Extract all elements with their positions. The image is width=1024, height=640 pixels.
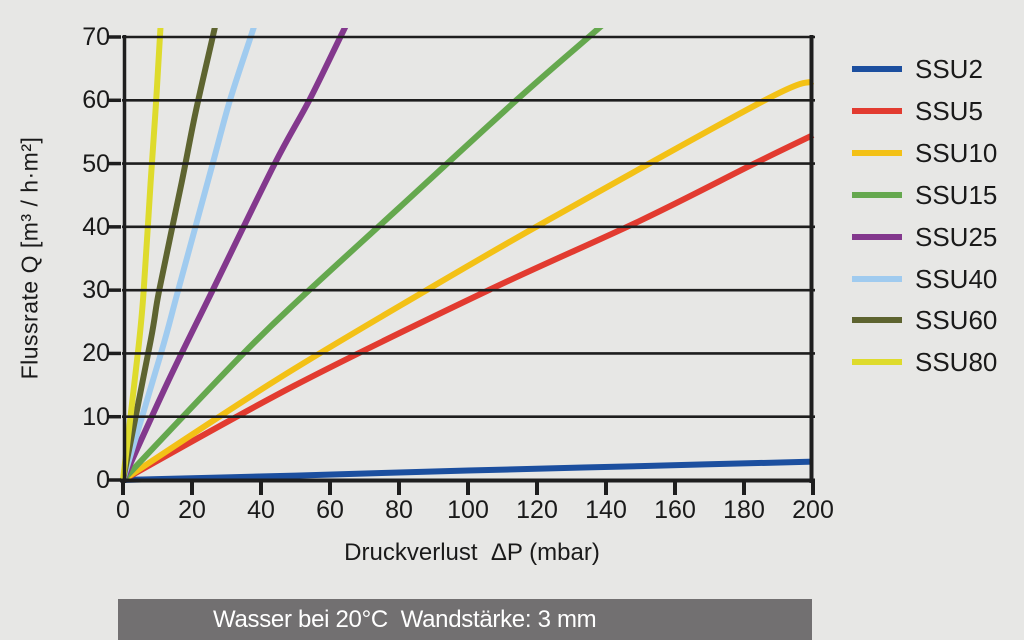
caption-bar: Wasser bei 20°C Wandstärke: 3 mm bbox=[118, 599, 812, 640]
legend-label-ssu40: SSU40 bbox=[915, 263, 998, 294]
legend-item-ssu10: SSU10 bbox=[852, 132, 1022, 174]
legend-item-ssu25: SSU25 bbox=[852, 216, 1022, 258]
legend-swatch-ssu2 bbox=[852, 66, 902, 72]
legend-label-ssu15: SSU15 bbox=[915, 179, 998, 210]
y-tick-label-10: 10 bbox=[82, 402, 110, 431]
legend-swatch-ssu5 bbox=[852, 107, 902, 114]
legend-item-ssu80: SSU80 bbox=[852, 341, 1022, 383]
legend-label-ssu2: SSU2 bbox=[915, 54, 983, 84]
legend-label-ssu5: SSU5 bbox=[915, 95, 983, 126]
y-tick-label-40: 40 bbox=[82, 212, 110, 241]
y-tick-label-0: 0 bbox=[96, 466, 110, 494]
legend-label-ssu80: SSU80 bbox=[915, 347, 998, 378]
series-line-ssu80 bbox=[120, 28, 164, 481]
series-line-ssu25 bbox=[120, 28, 349, 482]
legend-item-ssu40: SSU40 bbox=[852, 258, 1022, 300]
series-line-ssu10 bbox=[121, 78, 815, 483]
x-tick-label-60: 60 bbox=[316, 496, 344, 524]
y-tick-label-20: 20 bbox=[82, 339, 110, 368]
x-tick-label-200: 200 bbox=[792, 496, 834, 524]
legend-label-ssu10: SSU10 bbox=[915, 137, 998, 168]
y-tick-label-60: 60 bbox=[82, 86, 110, 115]
legend-swatch-ssu60 bbox=[852, 317, 902, 324]
legend-label-ssu25: SSU25 bbox=[915, 221, 998, 252]
legend-swatch-ssu10 bbox=[852, 149, 902, 156]
y-tick-label-50: 50 bbox=[82, 149, 110, 178]
x-tick-label-80: 80 bbox=[385, 496, 413, 524]
x-tick-label-160: 160 bbox=[654, 496, 696, 524]
y-tick-label-30: 30 bbox=[82, 276, 110, 305]
legend-swatch-ssu40 bbox=[852, 275, 902, 282]
legend-swatch-ssu80 bbox=[852, 359, 902, 366]
x-tick-label-180: 180 bbox=[723, 496, 765, 524]
x-tick-label-120: 120 bbox=[516, 496, 558, 524]
x-tick-label-140: 140 bbox=[585, 496, 627, 524]
series-curves bbox=[120, 28, 815, 483]
series-line-ssu40 bbox=[120, 28, 257, 481]
series-line-ssu2 bbox=[122, 458, 814, 483]
legend-item-ssu2: SSU2 bbox=[852, 48, 1022, 90]
y-tick-label-70: 70 bbox=[82, 23, 110, 51]
x-tick-label-40: 40 bbox=[247, 496, 275, 524]
axes bbox=[108, 35, 815, 495]
legend-item-ssu60: SSU60 bbox=[852, 299, 1022, 341]
x-tick-label-20: 20 bbox=[178, 496, 206, 524]
x-axis-title: Druckverlust ΔP (mbar) bbox=[344, 539, 600, 566]
caption-text: Wasser bei 20°C Wandstärke: 3 mm bbox=[213, 606, 597, 633]
series-line-ssu15 bbox=[120, 28, 604, 483]
gridlines bbox=[122, 35, 815, 419]
x-tick-label-0: 0 bbox=[116, 496, 130, 524]
legend-swatch-ssu25 bbox=[852, 233, 902, 240]
series-line-ssu5 bbox=[121, 132, 815, 483]
series-line-ssu60 bbox=[120, 28, 218, 481]
legend-label-ssu60: SSU60 bbox=[915, 305, 998, 336]
legend-item-ssu5: SSU5 bbox=[852, 90, 1022, 132]
x-tick-label-100: 100 bbox=[447, 496, 489, 524]
legend-swatch-ssu15 bbox=[852, 191, 902, 198]
legend-item-ssu15: SSU15 bbox=[852, 174, 1022, 216]
